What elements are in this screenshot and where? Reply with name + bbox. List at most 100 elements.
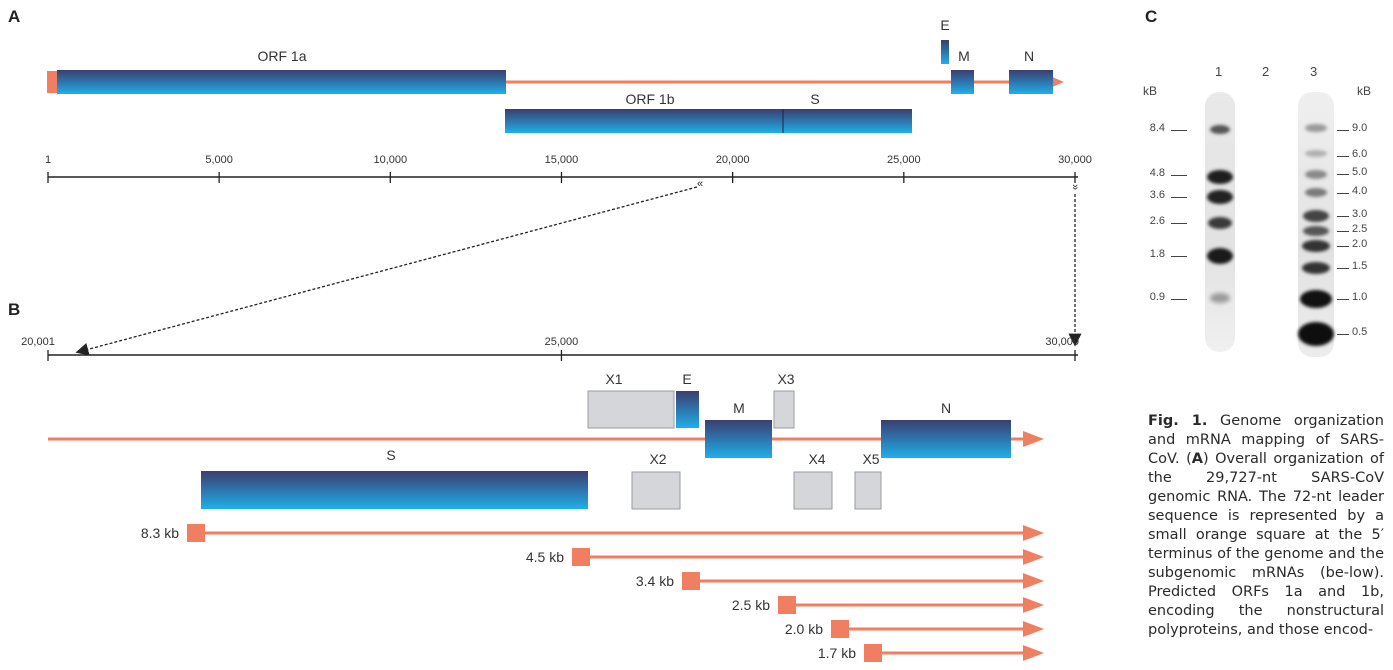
lane-label-3: 3 [1310,64,1318,79]
figure-caption: Fig. 1. Genome organization and mRNA map… [1148,412,1384,640]
caption-bold-a: A [1191,451,1204,467]
band-lane3-1.5 [1302,262,1330,274]
genome-arrowhead-b [1023,431,1044,447]
marker-right-tick-8 [1337,299,1349,300]
marker-left-tick-1 [1171,175,1187,176]
mrna-label-1: 4.5 kb [526,549,564,565]
gene-m-a-label: M [958,48,970,64]
marker-right-tick-7 [1337,268,1349,269]
axis-a-tick-label-5: 25,000 [887,154,921,166]
gene-e-a [941,40,949,64]
unit-left: kB [1143,84,1158,98]
mrna-label-0: 8.3 kb [141,525,179,541]
gene-e-b-label: E [682,371,691,387]
marker-right-tick-9 [1337,334,1349,335]
marker-right-0: 9.0 [1352,122,1368,134]
marker-left-tick-2 [1171,197,1187,198]
axis-a-tick-label-3: 15,000 [545,154,579,166]
marker-right-9: 0.5 [1352,326,1368,338]
marker-left-tick-3 [1171,223,1187,224]
gene-s-a-label: S [810,91,819,107]
axis-a-tick-label-4: 20,000 [716,154,750,166]
orf-x4 [793,471,833,510]
mrna-arrowhead-0 [1023,525,1044,541]
gene-n-b-label: N [941,400,951,416]
axis-a-ticks: 1 5,000 10,000 15,000 20,000 25,000 30,000 [45,154,1092,183]
marker-left-3: 2.6 [1149,215,1165,227]
mrna-leader-2 [682,572,700,590]
gene-s-b [201,471,588,509]
axis-b-ticks: 20,001 25,000 30,000 [21,336,1079,361]
mrna-leader-3 [778,596,796,614]
gene-n-a [1009,70,1053,94]
mrna-arrowhead-5 [1023,645,1044,661]
gene-s-a [783,109,912,133]
axis-b-tick-label-0: 20,001 [21,336,55,348]
orf-x1-label: X1 [605,371,622,387]
gene-orf1a-label: ORF 1a [257,48,306,64]
band-lane3-2.0 [1302,240,1330,252]
band-lane1-8.4 [1210,125,1230,134]
marker-right-7: 1.5 [1352,260,1368,272]
axis-a-tick-label-2: 10,000 [373,154,407,166]
gene-orf1b-label: ORF 1b [625,91,674,107]
marker-left-0: 8.4 [1149,122,1165,134]
marker-left-tick-0 [1171,130,1187,131]
mrna-label-4: 2.0 kb [785,621,823,637]
orf-x2-label: X2 [649,451,666,467]
band-lane3-0.5 [1298,322,1334,346]
mrna-label-5: 1.7 kb [818,645,856,661]
marker-left-2: 3.6 [1149,189,1165,201]
caption-text-1: Genome organization and mRNA mapping of … [1148,413,1384,467]
caption-text-2: ) Overall organization of the 29,727-nt … [1148,451,1385,638]
mrna-leader-0 [187,524,205,542]
orf-x3-label: X3 [777,371,794,387]
axis-a-tick-label-6: 30,000 [1058,154,1092,166]
band-lane3-1.0 [1300,290,1332,308]
axis-a-tick-label-1: 5,000 [205,154,233,166]
subgenomic-mrnas: 8.3 kb 4.5 kb 3.4 kb 2.5 kb 2.0 kb 1.7 kb [141,524,1044,662]
marker-right-tick-3 [1337,193,1349,194]
marker-right-5: 2.5 [1352,223,1368,235]
panel-a: A ORF 1a ORF 1b S E M N 1 5,000 10,000 15,0… [8,7,1092,190]
marker-right-4: 3.0 [1352,208,1368,220]
blot-lane-3 [1298,92,1334,357]
zoom-line-left [75,186,698,356]
gene-orf1a [57,70,506,94]
axis-a-tick-label-0: 1 [45,154,51,166]
marker-left-4: 1.8 [1149,248,1165,260]
mrna-leader-1 [572,548,590,566]
gene-orf1b [505,109,783,133]
lane-label-2: 2 [1262,64,1270,79]
gene-m-b [705,420,772,458]
marker-left-tick-5 [1171,299,1187,300]
band-lane3-3.0 [1303,210,1329,222]
gene-m-a [951,70,974,94]
gene-m-b-label: M [733,400,745,416]
axis-a-break-30000: » [1069,184,1081,190]
gene-e-b [676,391,699,428]
band-lane3-9.0 [1305,124,1327,132]
band-lane3-4.0 [1305,188,1327,197]
orf-x2 [631,471,681,510]
marker-right-2: 5.0 [1352,166,1368,178]
gene-n-a-label: N [1024,48,1034,64]
gene-s-b-label: S [386,447,395,463]
mrna-leader-5 [864,644,882,662]
marker-right-6: 2.0 [1352,238,1368,250]
panel-b: B 20,001 25,000 30,000 X1 E X3 M N S X2 X4… [8,300,1079,662]
panel-b-label: B [8,300,20,319]
gene-e-a-label: E [940,17,949,33]
band-lane1-0.9 [1210,293,1230,303]
orf-x5 [854,471,882,510]
marker-right-tick-6 [1337,246,1349,247]
band-lane1-2.6 [1208,217,1232,229]
band-lane1-1.8 [1207,248,1233,264]
marker-left-1: 4.8 [1149,167,1165,179]
mrna-arrowhead-1 [1023,549,1044,565]
panel-a-label: A [8,7,20,26]
marker-right-tick-4 [1337,216,1349,217]
mrna-arrowhead-3 [1023,597,1044,613]
marker-right-1: 6.0 [1352,148,1368,160]
marker-right-8: 1.0 [1352,291,1368,303]
